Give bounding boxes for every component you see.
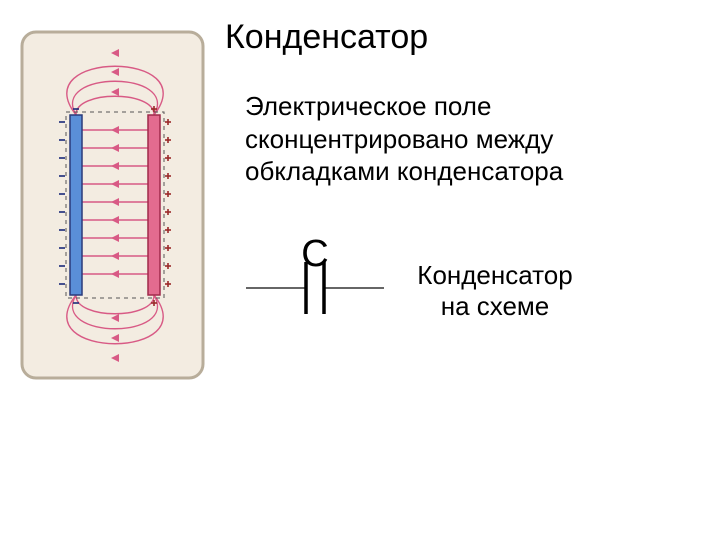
page-title: Конденсатор xyxy=(225,18,428,57)
capacitor-field-diagram xyxy=(20,30,205,380)
capacitor-symbol-diagram: С xyxy=(235,218,395,328)
symbol-caption: Конденсатор на схеме xyxy=(405,260,585,322)
svg-text:С: С xyxy=(301,233,328,275)
description-text: Электрическое поле сконцентрировано межд… xyxy=(245,90,625,188)
